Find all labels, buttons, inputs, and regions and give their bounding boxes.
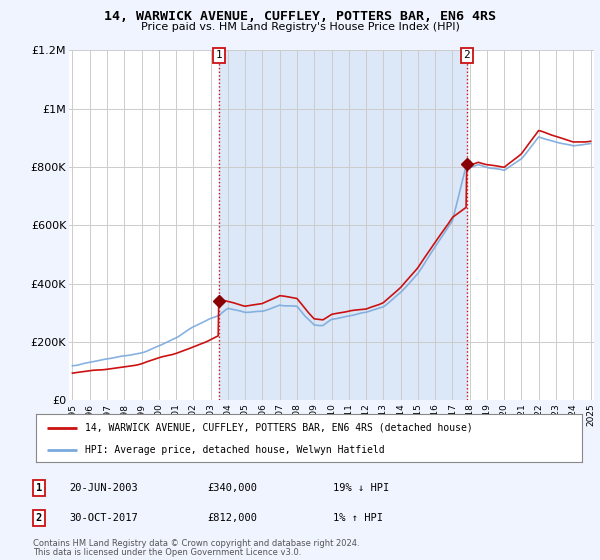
Text: £812,000: £812,000 (207, 513, 257, 523)
Text: 14, WARWICK AVENUE, CUFFLEY, POTTERS BAR, EN6 4RS (detached house): 14, WARWICK AVENUE, CUFFLEY, POTTERS BAR… (85, 423, 473, 433)
Text: HPI: Average price, detached house, Welwyn Hatfield: HPI: Average price, detached house, Welw… (85, 445, 385, 455)
Text: 1: 1 (215, 50, 222, 60)
Text: 2: 2 (463, 50, 470, 60)
Text: 19% ↓ HPI: 19% ↓ HPI (333, 483, 389, 493)
Text: 1% ↑ HPI: 1% ↑ HPI (333, 513, 383, 523)
Text: 20-JUN-2003: 20-JUN-2003 (69, 483, 138, 493)
Text: Price paid vs. HM Land Registry's House Price Index (HPI): Price paid vs. HM Land Registry's House … (140, 22, 460, 32)
Text: 14, WARWICK AVENUE, CUFFLEY, POTTERS BAR, EN6 4RS: 14, WARWICK AVENUE, CUFFLEY, POTTERS BAR… (104, 10, 496, 23)
Text: 30-OCT-2017: 30-OCT-2017 (69, 513, 138, 523)
Text: £340,000: £340,000 (207, 483, 257, 493)
Text: 1: 1 (36, 483, 42, 493)
Text: This data is licensed under the Open Government Licence v3.0.: This data is licensed under the Open Gov… (33, 548, 301, 557)
Bar (219, 50, 467, 400)
Text: Contains HM Land Registry data © Crown copyright and database right 2024.: Contains HM Land Registry data © Crown c… (33, 539, 359, 548)
Text: 2: 2 (36, 513, 42, 523)
